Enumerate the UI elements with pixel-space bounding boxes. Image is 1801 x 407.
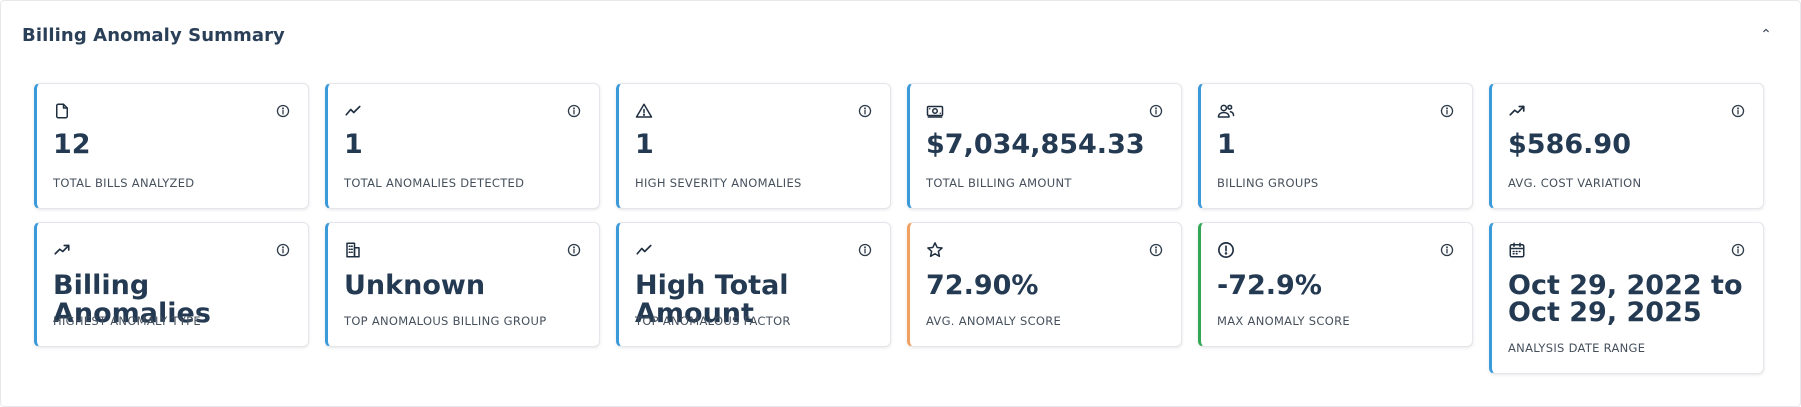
card-billing-groups: 1 BILLING GROUPS: [1198, 83, 1473, 209]
card-value: High Total Amount: [635, 270, 789, 329]
info-icon[interactable]: [1440, 104, 1454, 118]
star-icon: [926, 241, 944, 259]
money-icon: [926, 102, 944, 120]
card-value: 1: [635, 129, 654, 160]
panel-title: Billing Anomaly Summary: [22, 25, 285, 46]
card-value: 1: [344, 129, 363, 160]
calendar-icon: [1508, 241, 1526, 259]
card-label: HIGH SEVERITY ANOMALIES: [635, 176, 802, 190]
card-analysis-date-range: Oct 29, 2022 to Oct 29, 2025 ANALYSIS DA…: [1489, 222, 1764, 374]
building-icon: [344, 241, 362, 259]
card-value: $586.90: [1508, 129, 1631, 160]
trend-line-icon: [635, 241, 653, 259]
card-avg-cost-variation: $586.90 AVG. COST VARIATION: [1489, 83, 1764, 209]
card-label: AVG. ANOMALY SCORE: [926, 314, 1062, 328]
card-top-billing-group: Unknown TOP ANOMALOUS BILLING GROUP: [325, 222, 600, 347]
info-icon[interactable]: [1149, 104, 1163, 118]
card-value: $7,034,854.33: [926, 129, 1145, 160]
card-top-factor: High Total Amount TOP ANOMALOUS FACTOR: [616, 222, 891, 347]
card-value: 12: [53, 129, 91, 160]
card-label: HIGHEST ANOMALY TYPE: [53, 314, 201, 328]
card-label: TOP ANOMALOUS BILLING GROUP: [344, 314, 547, 328]
card-label: BILLING GROUPS: [1217, 176, 1319, 190]
card-value: Billing Anomalies: [53, 270, 211, 329]
alert-circle-icon: [1217, 241, 1235, 259]
card-value: 1: [1217, 129, 1236, 160]
card-max-anomaly-score: -72.9% MAX ANOMALY SCORE: [1198, 222, 1473, 347]
card-value: Oct 29, 2022 to Oct 29, 2025: [1508, 270, 1743, 328]
card-value: 72.90%: [926, 270, 1039, 301]
card-highest-anomaly-type: Billing Anomalies HIGHEST ANOMALY TYPE: [34, 222, 309, 347]
card-total-anomalies: 1 TOTAL ANOMALIES DETECTED: [325, 83, 600, 209]
trending-up-icon: [1508, 102, 1526, 120]
warning-icon: [635, 102, 653, 120]
card-label: TOTAL BILLS ANALYZED: [53, 176, 195, 190]
card-value: Unknown: [344, 270, 486, 301]
info-icon[interactable]: [1731, 104, 1745, 118]
card-value: -72.9%: [1217, 270, 1322, 301]
card-label: ANALYSIS DATE RANGE: [1508, 341, 1646, 355]
chevron-up-icon[interactable]: ⌃: [1760, 27, 1772, 43]
card-total-billing-amount: $7,034,854.33 TOTAL BILLING AMOUNT: [907, 83, 1182, 209]
card-label: TOP ANOMALOUS FACTOR: [635, 314, 791, 328]
trend-line-icon: [344, 102, 362, 120]
card-label: TOTAL ANOMALIES DETECTED: [344, 176, 525, 190]
card-label: AVG. COST VARIATION: [1508, 176, 1642, 190]
users-icon: [1217, 102, 1235, 120]
info-icon[interactable]: [858, 243, 872, 257]
info-icon[interactable]: [567, 104, 581, 118]
info-icon[interactable]: [1731, 243, 1745, 257]
card-avg-anomaly-score: 72.90% AVG. ANOMALY SCORE: [907, 222, 1182, 347]
info-icon[interactable]: [1149, 243, 1163, 257]
card-label: TOTAL BILLING AMOUNT: [926, 176, 1072, 190]
info-icon[interactable]: [858, 104, 872, 118]
card-total-bills: 12 TOTAL BILLS ANALYZED: [34, 83, 309, 209]
info-icon[interactable]: [1440, 243, 1454, 257]
info-icon[interactable]: [567, 243, 581, 257]
trending-up-icon: [53, 241, 71, 259]
info-icon[interactable]: [276, 243, 290, 257]
card-high-severity: 1 HIGH SEVERITY ANOMALIES: [616, 83, 891, 209]
info-icon[interactable]: [276, 104, 290, 118]
document-icon: [53, 102, 71, 120]
card-label: MAX ANOMALY SCORE: [1217, 314, 1350, 328]
